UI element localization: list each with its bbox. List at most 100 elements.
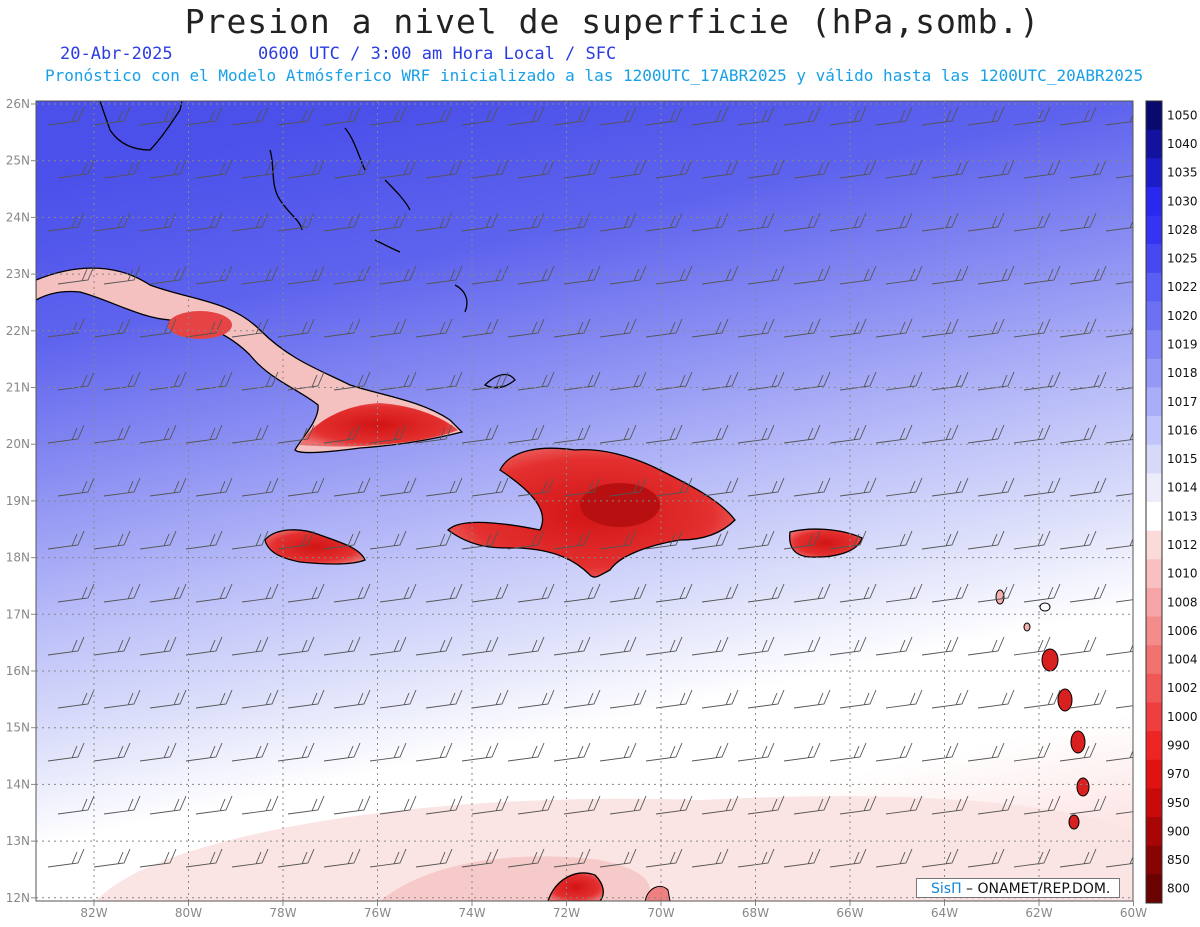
- colorbar-segment: [1146, 358, 1162, 388]
- wind-barb: [1115, 811, 1133, 815]
- wind-barb: [599, 318, 637, 338]
- wind-barb: [645, 106, 683, 126]
- wind-barb: [517, 795, 555, 815]
- colorbar-label: 1002: [1167, 681, 1198, 695]
- colorbar-label: 970: [1167, 767, 1190, 781]
- wind-barb: [333, 265, 371, 285]
- wind-barb: [747, 265, 785, 285]
- wind-barb: [829, 742, 867, 762]
- wind-barb: [149, 795, 187, 815]
- wind-barb: [507, 848, 545, 868]
- bahamas-3: [384, 179, 411, 211]
- wind-barb: [875, 318, 913, 338]
- wind-barb: [185, 636, 223, 656]
- wind-barb: [783, 636, 821, 656]
- wind-barb: [553, 742, 591, 762]
- wind-barb: [1115, 599, 1133, 603]
- wind-barb: [287, 371, 325, 391]
- colorbar-segment: [1146, 845, 1162, 875]
- wind-barb: [885, 265, 923, 285]
- wind-barb: [103, 371, 141, 391]
- wind-barb: [737, 848, 775, 868]
- wind-barb: [425, 371, 463, 391]
- colorbar-label: 1022: [1167, 280, 1198, 294]
- wind-barb: [323, 848, 361, 868]
- wind-barb: [415, 530, 453, 550]
- wind-barb: [875, 530, 913, 550]
- colorbar-segment: [1146, 186, 1162, 217]
- wind-barb: [701, 371, 739, 391]
- wind-barb: [599, 530, 637, 550]
- wind-barb: [287, 477, 325, 497]
- wind-barb: [737, 318, 775, 338]
- wind-barb: [185, 424, 223, 444]
- wind-barb: [967, 848, 1005, 868]
- wind-barb: [885, 689, 923, 709]
- wind-barb: [507, 530, 545, 550]
- colorbar-segment: [1146, 731, 1162, 761]
- wind-barb: [379, 371, 417, 391]
- map-title: Presion a nivel de superficie (hPa,somb.…: [184, 2, 1041, 41]
- wind-barb: [379, 159, 417, 179]
- hispaniola-central-range: [580, 483, 660, 527]
- colorbar-label: 950: [1167, 796, 1190, 810]
- colorbar-label: 1040: [1167, 137, 1198, 151]
- wind-barb: [921, 424, 959, 444]
- cuba: [36, 267, 464, 454]
- wind-barb: [1069, 689, 1107, 709]
- wind-barb: [885, 477, 923, 497]
- wind-barb: [507, 424, 545, 444]
- wind-barb: [277, 636, 315, 656]
- wind-barb: [47, 424, 85, 444]
- wind-barb: [461, 424, 499, 444]
- wind-barb: [793, 159, 831, 179]
- wind-barb: [471, 583, 509, 603]
- wind-barb: [333, 689, 371, 709]
- wind-barb: [333, 159, 371, 179]
- wind-barb: [1023, 795, 1061, 815]
- wind-barb: [921, 636, 959, 656]
- wind-barb: [599, 212, 637, 232]
- wind-barb: [461, 212, 499, 232]
- wind-barb: [747, 371, 785, 391]
- wind-barb: [599, 742, 637, 762]
- wind-barb: [1023, 371, 1061, 391]
- wind-barb: [793, 371, 831, 391]
- wind-barb: [241, 583, 279, 603]
- wind-barb: [47, 742, 85, 762]
- wind-barb: [931, 689, 969, 709]
- wind-barb: [93, 106, 131, 126]
- wind-barb: [599, 106, 637, 126]
- wind-barb: [47, 848, 85, 868]
- wind-barb: [793, 583, 831, 603]
- latitude-label: 13N: [6, 834, 30, 848]
- wind-barb: [1115, 281, 1133, 285]
- wind-barb: [149, 583, 187, 603]
- colorbar-label: 1017: [1167, 395, 1198, 409]
- wind-barb: [921, 848, 959, 868]
- wind-barb: [241, 689, 279, 709]
- wind-barb: [425, 689, 463, 709]
- wind-barb: [977, 795, 1015, 815]
- wind-barb: [553, 424, 591, 444]
- wind-barb: [701, 795, 739, 815]
- wind-barb: [701, 583, 739, 603]
- colorbar-label: 900: [1167, 824, 1190, 838]
- latitude-label: 26N: [6, 97, 30, 111]
- wind-barb: [1023, 689, 1061, 709]
- wind-barb: [609, 689, 647, 709]
- latitude-label: 21N: [6, 381, 30, 395]
- wind-barb: [93, 530, 131, 550]
- wind-barb: [967, 106, 1005, 126]
- colorbar-segment: [1146, 530, 1162, 560]
- bahamas-1: [269, 149, 303, 231]
- wind-barb: [323, 636, 361, 656]
- wind-barb: [369, 530, 407, 550]
- colorbar-label: 1028: [1167, 223, 1198, 237]
- wind-barb: [287, 583, 325, 603]
- wind-barb: [379, 689, 417, 709]
- colorbar-label: 1015: [1167, 452, 1198, 466]
- wind-barb: [231, 106, 269, 126]
- wind-barb: [231, 424, 269, 444]
- wind-barb: [783, 848, 821, 868]
